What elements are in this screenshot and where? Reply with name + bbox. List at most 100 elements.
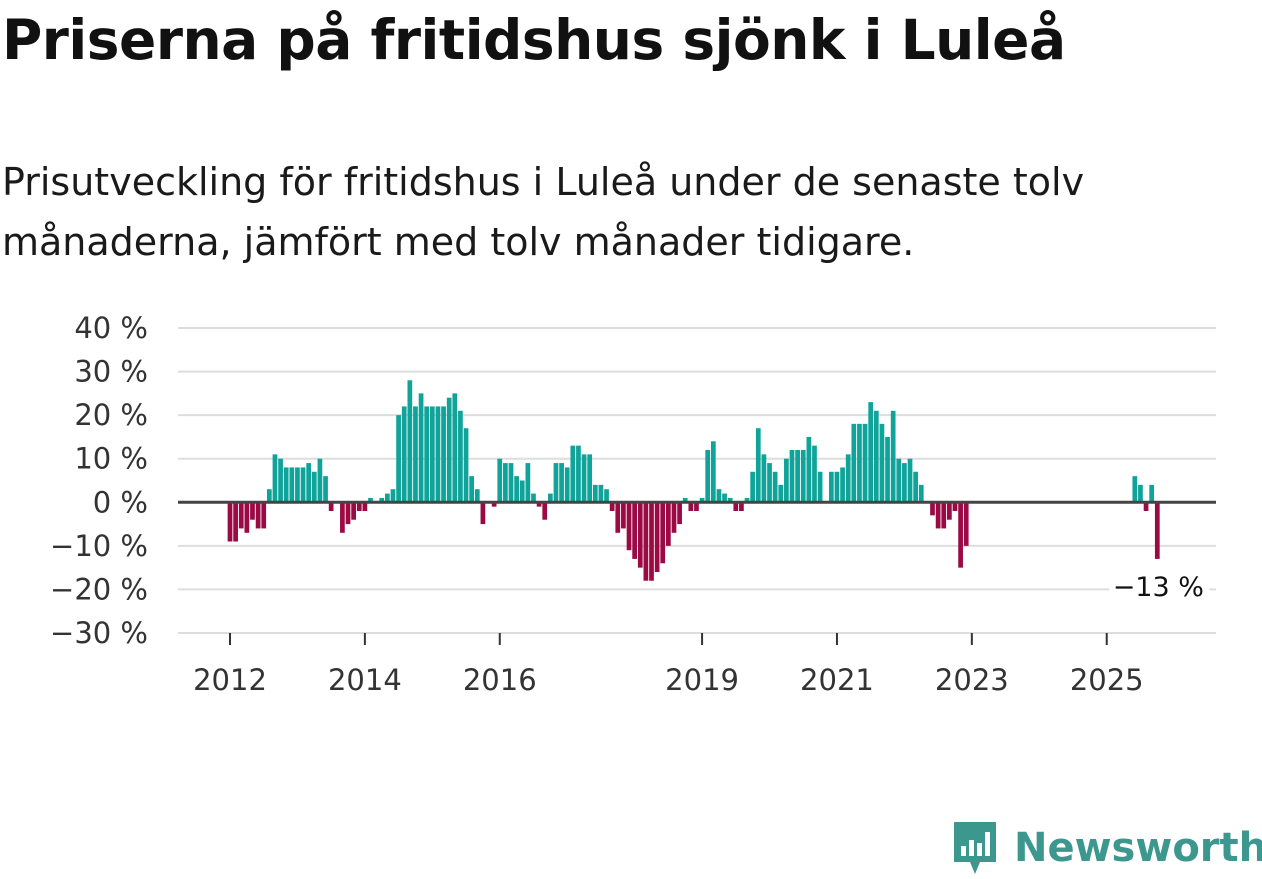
bar [935, 502, 941, 529]
bar [958, 502, 963, 568]
bar [755, 428, 761, 503]
bar [587, 454, 593, 503]
bar [435, 406, 441, 503]
bar [384, 493, 390, 503]
bar [722, 493, 727, 503]
chart-title: Priserna på fritidshus sjönk i Luleå [2, 8, 1066, 72]
bar [542, 502, 548, 520]
x-tick-label: 2014 [328, 663, 402, 697]
bar [452, 393, 458, 503]
bar [665, 502, 671, 546]
bar [311, 471, 317, 503]
bar [441, 406, 446, 503]
bar [918, 484, 924, 503]
bar [812, 445, 817, 503]
bar [458, 410, 463, 503]
newsworthy-logo-icon [954, 822, 996, 874]
bar [474, 489, 480, 503]
bar [907, 458, 913, 503]
bar [227, 502, 233, 542]
bar [497, 458, 503, 503]
bar [283, 467, 289, 503]
bar [592, 484, 598, 503]
bar [1132, 476, 1138, 503]
bar [266, 489, 272, 503]
bar [424, 406, 430, 503]
bar [890, 410, 896, 503]
bar [913, 471, 919, 503]
bar [390, 489, 396, 503]
bar [233, 502, 238, 542]
x-tick-label: 2016 [463, 663, 537, 697]
bar [952, 502, 958, 511]
bar [795, 450, 800, 503]
bar [733, 502, 739, 511]
bar [902, 463, 907, 503]
bar [250, 502, 255, 520]
bar [317, 458, 323, 503]
bar [851, 423, 857, 503]
bar [654, 502, 660, 572]
bar [649, 502, 654, 581]
bar [351, 502, 357, 520]
bar [744, 497, 750, 503]
bar [396, 415, 401, 503]
bar [340, 502, 345, 533]
bar [621, 502, 626, 529]
y-tick-label: −20 % [50, 572, 148, 606]
bar [643, 502, 649, 581]
bar [536, 502, 542, 507]
x-tick-label: 2019 [665, 663, 739, 697]
x-tick-label: 2012 [193, 663, 267, 697]
bar [688, 502, 694, 511]
bar [767, 463, 772, 503]
bar [739, 502, 744, 511]
bar [519, 480, 525, 503]
bar [362, 502, 368, 511]
bar [576, 445, 581, 503]
bar [840, 467, 845, 503]
bar [845, 454, 851, 503]
bar [272, 454, 278, 503]
bar [480, 502, 486, 525]
x-tick-label: 2021 [800, 663, 874, 697]
bar [514, 476, 519, 503]
annotation-label: −13 % [1113, 572, 1204, 603]
bar [817, 471, 823, 503]
bar [604, 489, 609, 503]
bar [857, 423, 862, 503]
bar [615, 502, 621, 533]
bar-chart: 40 % 30 % 20 % 10 % 0 % −10 % −20 % −30 % 2012 20… [50, 311, 1216, 697]
bar [710, 441, 716, 503]
bar [778, 484, 784, 503]
bar [244, 502, 250, 533]
y-tick-label: 10 % [74, 442, 148, 476]
bar [547, 493, 553, 503]
bar [671, 502, 677, 533]
chart-subtitle: Prisutveckling för fritidshus i Luleå un… [2, 160, 1085, 264]
bar [941, 502, 947, 529]
newsworthy-logo: Newsworthy [950, 818, 1262, 878]
bar [238, 502, 244, 529]
bar [553, 463, 559, 503]
annotation-background [1109, 571, 1210, 604]
bar [418, 393, 424, 503]
bar [660, 502, 666, 564]
bar [834, 471, 840, 503]
bar [598, 484, 604, 503]
bar [261, 502, 267, 529]
bar [677, 502, 682, 525]
x-tick-label: 2023 [935, 663, 1009, 697]
bar [946, 502, 952, 520]
bar [559, 463, 564, 503]
bar [323, 476, 328, 503]
bar [278, 458, 283, 503]
bar [368, 497, 373, 503]
bar [491, 502, 497, 507]
bar [885, 436, 890, 503]
y-tick-label: −30 % [50, 616, 148, 650]
bar [564, 467, 570, 503]
y-tick-label: −10 % [50, 529, 148, 563]
bar [789, 450, 795, 503]
bar [716, 489, 722, 503]
